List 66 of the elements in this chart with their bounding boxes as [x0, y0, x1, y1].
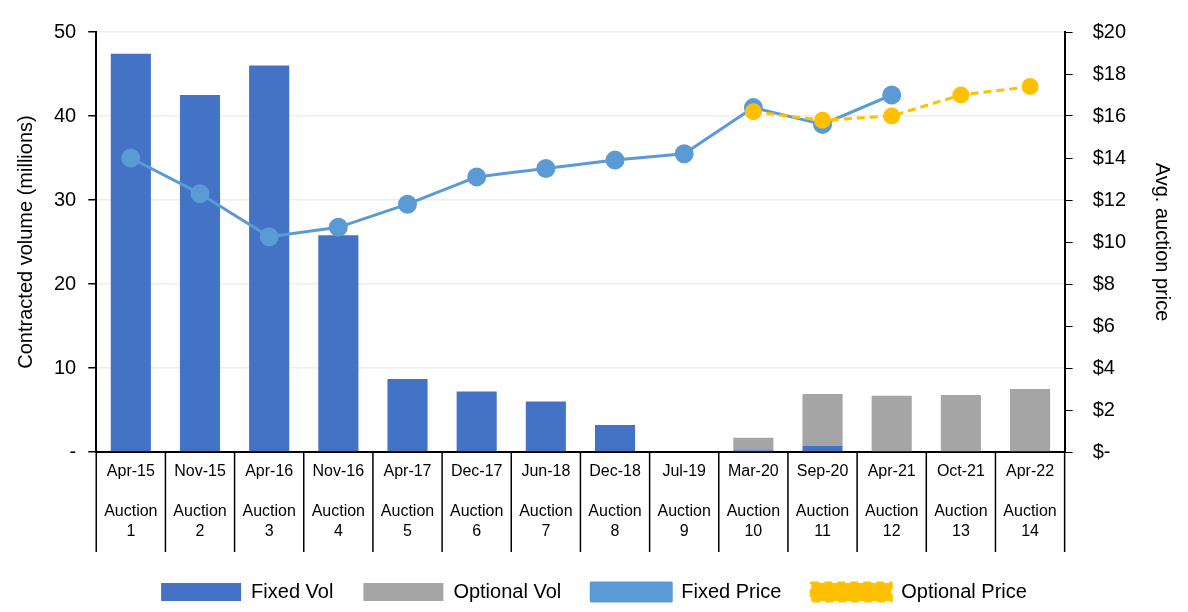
point	[328, 217, 348, 237]
category-label: Oct-21 Auction 13	[934, 462, 988, 540]
category-label: Nov-15 Auction 2	[173, 462, 227, 540]
y2-tick-label: $4	[1092, 355, 1115, 378]
bar	[940, 394, 981, 452]
y2-axis-title: Avg. auction price	[1152, 162, 1175, 322]
bar	[871, 395, 912, 452]
bar	[594, 425, 636, 452]
category-label: Dec-18 Auction 8	[588, 462, 642, 540]
y2-tick-label: $2	[1092, 397, 1115, 420]
y2-tick-label: $-	[1092, 439, 1111, 462]
y2-tick-label: $20	[1092, 19, 1127, 42]
y-tick-label: 30	[54, 187, 77, 210]
point	[814, 111, 832, 129]
y2-tick-label: $14	[1092, 145, 1127, 168]
bar	[249, 65, 290, 452]
y2-tick-label: $8	[1092, 271, 1115, 294]
category-label: Apr-17 Auction 5	[380, 462, 435, 540]
y-tick-label: 50	[54, 19, 77, 42]
y-axis-title: Contracted volume (millions)	[13, 115, 36, 369]
bar	[179, 95, 221, 452]
point	[398, 194, 418, 214]
category-label: Apr-21 Auction 12	[865, 462, 919, 540]
category-label: Jun-18 Auction 7	[519, 462, 573, 540]
y2-tick-label: $18	[1092, 61, 1127, 84]
bar	[318, 235, 359, 452]
point	[190, 184, 210, 204]
y-tick-label: -	[69, 439, 77, 462]
point	[1021, 78, 1039, 96]
y-tick-label: 40	[54, 103, 77, 126]
bar	[1009, 389, 1051, 452]
category-label: Apr-15 Auction 1	[104, 462, 158, 540]
bar	[733, 437, 774, 451]
y-tick-label: 20	[54, 271, 77, 294]
legend-label: Fixed Price	[681, 579, 782, 602]
y-tick-label: 10	[54, 355, 77, 378]
point	[882, 85, 902, 105]
legend-label: Optional Vol	[453, 579, 562, 602]
category-label: Apr-16 Auction 3	[242, 462, 296, 540]
point	[744, 103, 762, 121]
bar	[802, 446, 843, 452]
y2-tick-label: $16	[1092, 103, 1127, 126]
category-label: Apr-22 Auction 14	[1003, 462, 1057, 540]
point	[674, 144, 694, 164]
bar	[456, 391, 497, 452]
category-label: Dec-17 Auction 6	[450, 462, 504, 540]
bar	[802, 394, 843, 447]
bar	[110, 53, 151, 452]
legend-label: Optional Price	[901, 579, 1027, 602]
category-label: Sep-20 Auction 11	[795, 462, 850, 540]
category-label: Mar-20 Auction 10	[726, 462, 781, 540]
bar	[387, 378, 428, 452]
y2-tick-label: $12	[1092, 187, 1127, 210]
point	[467, 167, 487, 187]
point	[259, 227, 279, 247]
y2-tick-label: $10	[1092, 229, 1127, 252]
point	[121, 148, 141, 168]
bar	[525, 401, 566, 452]
point	[952, 86, 970, 104]
point	[883, 107, 901, 125]
point	[536, 159, 556, 178]
category-label: Jul-19 Auction 9	[657, 462, 711, 540]
category-label: Nov-16 Auction 4	[311, 462, 366, 540]
point	[605, 150, 625, 170]
legend-label: Fixed Vol	[251, 579, 334, 602]
y2-tick-label: $6	[1092, 313, 1115, 336]
